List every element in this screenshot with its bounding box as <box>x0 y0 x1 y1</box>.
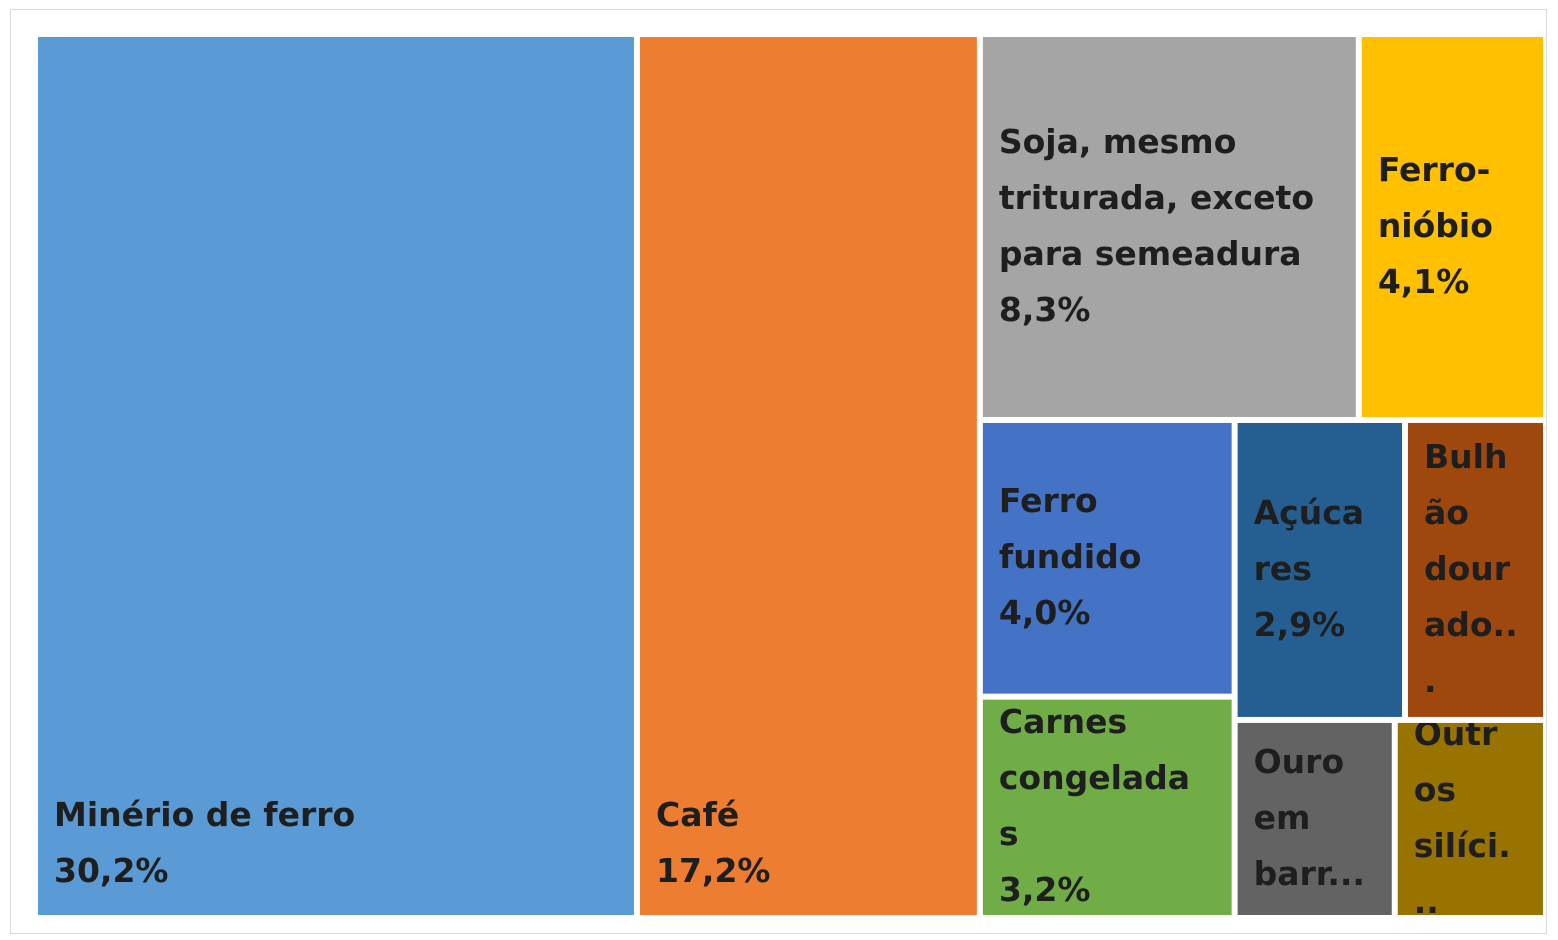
cell-label: Ferro fundido 4,0% <box>983 423 1232 694</box>
cell-label-box: Ferro fundido 4,0% <box>983 423 1232 694</box>
cell-label-box: Ferro-nióbio 4,1% <box>1362 37 1543 417</box>
category-label: Açúcares <box>1253 492 1365 588</box>
cell-label-box: Açúcares 2,9% <box>1238 423 1402 717</box>
cell-label: Outros silíci... <box>1398 723 1543 915</box>
cell-label-box: Carnes congeladas 3,2% <box>983 700 1232 915</box>
value-label: 3,2% <box>998 870 1091 910</box>
cell-label: Bulhão dourado... <box>1408 423 1543 717</box>
category-label: Minério de ferro <box>54 795 356 834</box>
cell-label-box: Bulhão dourado... <box>1408 423 1543 717</box>
treemap-cell <box>982 422 1232 694</box>
category-label: Ferro fundido <box>998 481 1142 577</box>
category-label: Bulhão dourado... <box>1424 436 1518 700</box>
cell-label: Ferro-nióbio 4,1% <box>1362 37 1543 417</box>
cell-label-box: Café 17,2% <box>640 37 977 915</box>
value-label: 2,9% <box>1253 604 1346 644</box>
cell-label-box: Outros silíci... <box>1398 723 1543 915</box>
value-label: 4,1% <box>1377 261 1470 301</box>
treemap-cell <box>982 37 1356 417</box>
treemap-cell <box>1237 422 1403 717</box>
category-label: Ouro em barr... <box>1253 741 1365 893</box>
cell-label-box: Ouro em barr... <box>1238 723 1392 915</box>
treemap-cell <box>982 699 1232 915</box>
cell-label-box: Minério de ferro 30,2% <box>38 37 634 915</box>
cell-label: Minério de ferro 30,2% <box>38 37 634 915</box>
cell-label-box: Soja, mesmo triturada, exceto para semea… <box>983 37 1356 417</box>
cell-label: Ouro em barr... <box>1238 723 1392 915</box>
value-label: 30,2% <box>54 851 169 890</box>
category-label: Soja, mesmo triturada, exceto para semea… <box>998 121 1315 273</box>
category-label: Café <box>656 795 740 834</box>
cell-label: Açúcares 2,9% <box>1238 423 1402 717</box>
treemap-cell <box>1237 722 1392 915</box>
cell-label: Soja, mesmo triturada, exceto para semea… <box>983 37 1356 417</box>
value-label: 17,2% <box>656 851 771 890</box>
treemap-cell <box>1397 722 1543 915</box>
treemap-cell <box>640 37 977 915</box>
cell-label: Café 17,2% <box>640 37 977 915</box>
treemap-cell <box>1408 422 1543 717</box>
value-label: 4,0% <box>998 593 1091 633</box>
treemap-cell <box>1361 37 1543 417</box>
treemap-cell <box>38 37 635 915</box>
cell-label: Carnes congeladas 3,2% <box>983 700 1232 915</box>
category-label: Ferro-nióbio <box>1377 149 1493 245</box>
value-label: 8,3% <box>998 289 1091 329</box>
category-label: Outros silíci... <box>1413 722 1511 915</box>
category-label: Carnes congeladas <box>998 702 1191 854</box>
chart-frame <box>10 9 1547 934</box>
